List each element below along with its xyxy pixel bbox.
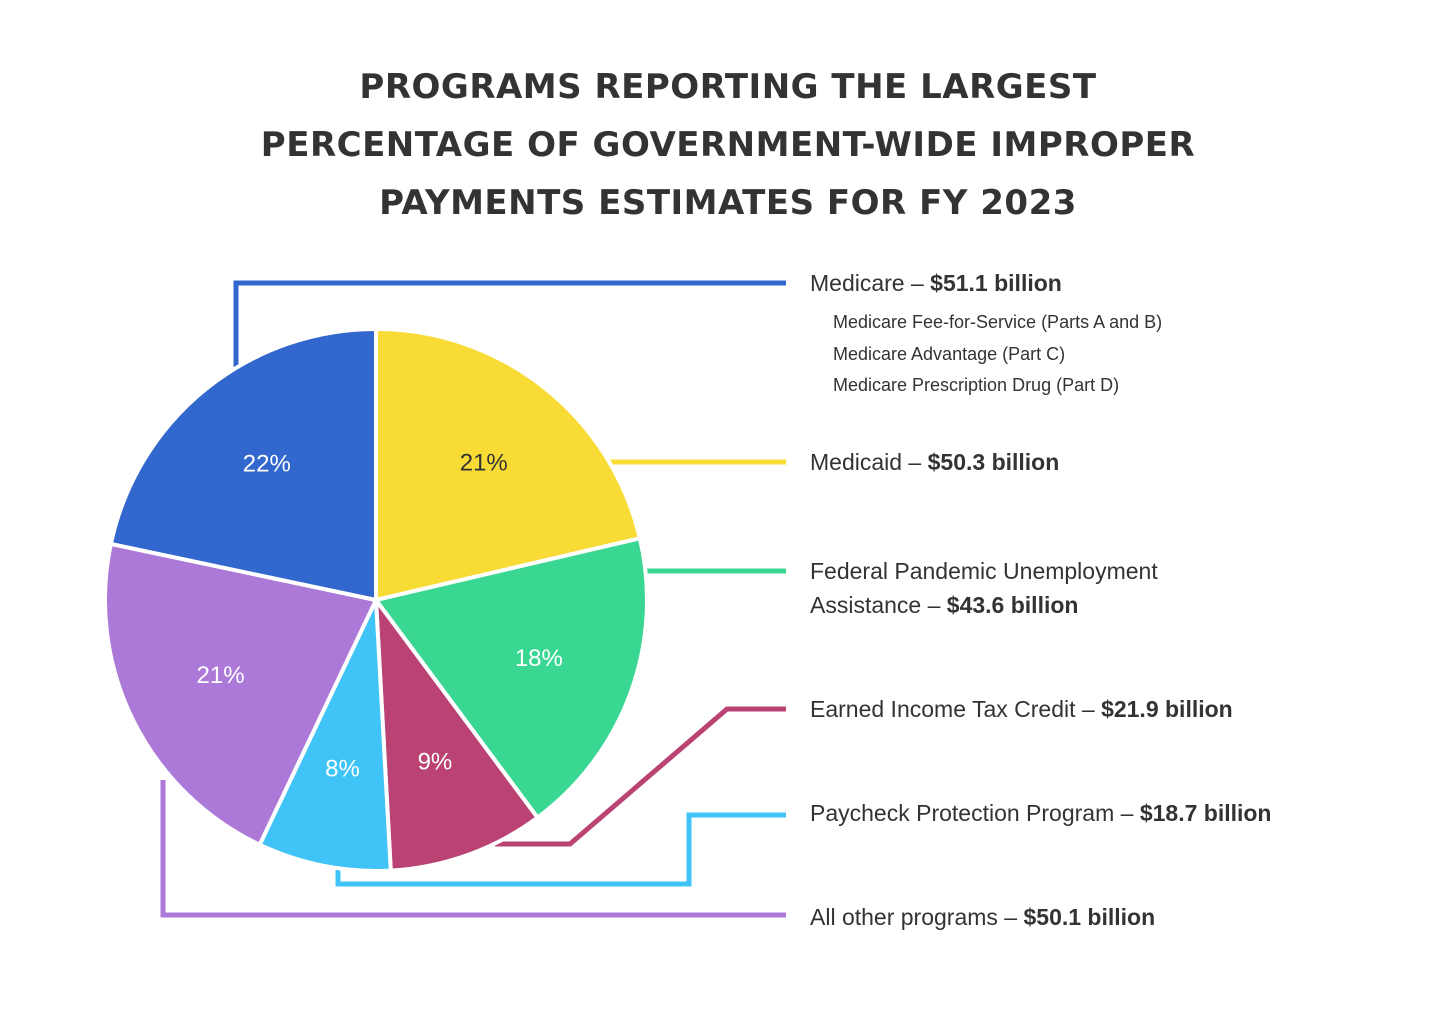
slice-label-all-other-programs: 21% bbox=[197, 662, 245, 689]
legend-name-medicaid: Medicaid – bbox=[810, 449, 928, 475]
slice-label-medicaid: 21% bbox=[460, 449, 508, 476]
legend-amount-eitc: $21.9 billion bbox=[1101, 696, 1233, 722]
pie-slice-federal-pandemic-unemployment-assistance bbox=[374, 536, 649, 820]
legend-item-other: All other programs – $50.1 billion bbox=[810, 900, 1155, 934]
medicare-sub-item-c: Medicare Advantage (Part C) bbox=[833, 343, 1066, 364]
legend-name-other: All other programs – bbox=[810, 904, 1024, 930]
legend-item-fpua: Federal Pandemic Unemployment Assistance… bbox=[810, 554, 1158, 622]
legend-name-eitc: Earned Income Tax Credit – bbox=[810, 696, 1102, 722]
leader-line-ppp bbox=[335, 812, 786, 887]
medicare-sub-list: Medicare Fee-for-Service (Parts A and B)… bbox=[833, 307, 1162, 402]
pie-slice-earned-income-tax-credit bbox=[374, 598, 540, 873]
pie-slice-paycheck-protection-program bbox=[257, 598, 393, 873]
pie-slice-labels: 21% 18% 9% 8% 21% 22% bbox=[197, 449, 563, 782]
legend-amount-other: $50.1 billion bbox=[1023, 904, 1156, 930]
leader-line-eitc bbox=[495, 706, 786, 847]
chart-title-line-1: PROGRAMS REPORTING THE LARGEST bbox=[359, 67, 1097, 107]
slice-label-federal-pandemic-unemployment-assistance: 18% bbox=[515, 645, 563, 672]
legend-item-medicare: Medicare – $51.1 billion bbox=[810, 266, 1062, 300]
leader-line-other bbox=[160, 780, 786, 918]
pie-slice-medicare bbox=[108, 327, 378, 602]
chart-title-line-3: PAYMENTS ESTIMATES FOR FY 2023 bbox=[379, 183, 1077, 223]
slice-label-medicare: 22% bbox=[243, 451, 291, 478]
slice-label-paycheck-protection-program: 8% bbox=[325, 756, 360, 783]
leader-line-medicare bbox=[233, 280, 786, 375]
legend-item-medicaid: Medicaid – $50.3 billion bbox=[810, 445, 1059, 479]
legend-name-fpua-line2: Assistance – bbox=[810, 592, 947, 618]
legend-name-ppp: Paycheck Protection Program – bbox=[810, 800, 1140, 826]
legend-name-fpua-line1: Federal Pandemic Unemployment bbox=[810, 558, 1158, 584]
medicare-sub-item-a-b: Medicare Fee-for-Service (Parts A and B) bbox=[833, 312, 1163, 332]
pie-slice-medicaid bbox=[374, 327, 642, 602]
legend-amount-fpua: $43.6 billion bbox=[946, 592, 1079, 618]
legend-amount-medicaid: $50.3 billion bbox=[927, 449, 1060, 475]
pie-slices bbox=[103, 327, 649, 873]
legend-item-eitc: Earned Income Tax Credit – $21.9 billion bbox=[810, 692, 1233, 726]
legend-item-ppp: Paycheck Protection Program – $18.7 bill… bbox=[810, 796, 1271, 830]
legend-amount-ppp: $18.7 billion bbox=[1139, 800, 1272, 826]
leader-lines bbox=[160, 280, 786, 918]
chart-title-line-2: PERCENTAGE OF GOVERNMENT-WIDE IMPROPER bbox=[260, 125, 1196, 165]
slice-label-earned-income-tax-credit: 9% bbox=[418, 748, 453, 775]
legend-amount-medicare: $51.1 billion bbox=[930, 270, 1062, 296]
chart-title: PROGRAMS REPORTING THE LARGEST PERCENTAG… bbox=[0, 58, 1456, 232]
medicare-sub-item-d: Medicare Prescription Drug (Part D) bbox=[833, 375, 1120, 395]
legend-name-medicare: Medicare – bbox=[810, 270, 931, 296]
pie-slice-all-other-programs bbox=[103, 541, 378, 847]
